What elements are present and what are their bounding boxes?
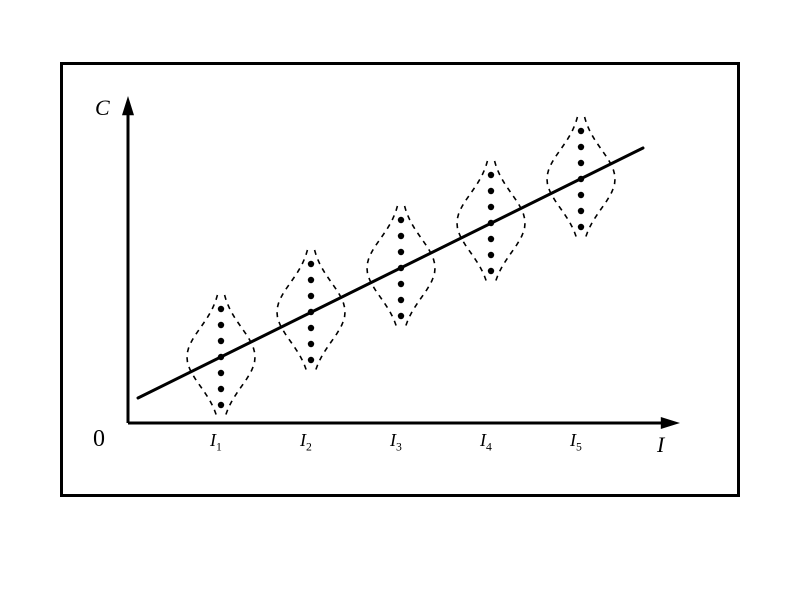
x-tick-label: I4 <box>480 430 492 454</box>
chart-svg <box>63 65 743 500</box>
x-axis-label: I <box>657 432 664 458</box>
x-tick-label: I2 <box>300 430 312 454</box>
y-axis-label: C <box>95 95 110 121</box>
x-tick-label: I1 <box>210 430 222 454</box>
x-tick-label: I3 <box>390 430 402 454</box>
x-tick-label: I5 <box>570 430 582 454</box>
origin-label: 0 <box>93 426 105 453</box>
